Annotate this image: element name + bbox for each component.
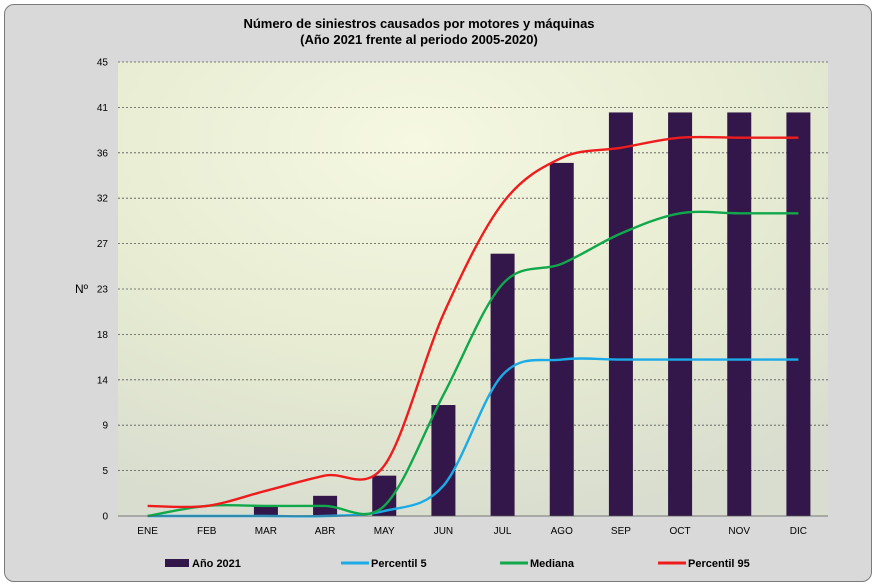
legend-swatch (165, 559, 189, 567)
chart-title-line-2: (Año 2021 frente al periodo 2005-2020) (300, 32, 538, 47)
y-tick-label: 36 (97, 148, 109, 159)
x-tick-label: FEB (197, 526, 217, 537)
legend-label: Año 2021 (192, 558, 241, 570)
series-line (147, 135, 799, 509)
legend-label: Percentil 95 (688, 558, 750, 570)
bar (608, 112, 633, 516)
x-tick-label: ENE (137, 526, 158, 537)
bar-series (253, 112, 811, 516)
y-axis-label: Nº (75, 282, 89, 296)
series-line (147, 210, 799, 518)
x-tick-label: ABR (315, 526, 336, 537)
plot-area (118, 62, 828, 516)
legend-label: Mediana (530, 558, 575, 570)
x-tick-label: NOV (728, 526, 750, 537)
y-tick-label: 9 (102, 421, 108, 432)
bar (431, 405, 456, 516)
x-tick-label: SEP (611, 526, 631, 537)
x-tick-label: MAR (255, 526, 277, 537)
x-tick-label: JUN (434, 526, 453, 537)
bar (668, 112, 693, 516)
y-tick-label: 0 (102, 512, 108, 523)
axes: 0 5 9 14 18 23 27 32 36 41 45 Nº ENE FEB MAR ABR MAY JUN J… (75, 58, 828, 537)
legend: Año 2021 Percentil 5 Mediana Percentil 95 (165, 558, 750, 570)
y-tick-label: 18 (97, 330, 109, 341)
y-tick-label: 41 (97, 103, 109, 114)
x-tick-label: DIC (790, 526, 807, 537)
x-tick-label: AGO (551, 526, 573, 537)
y-tick-label: 23 (97, 285, 109, 296)
bar (786, 112, 811, 516)
bar (549, 162, 574, 516)
y-tick-label: 14 (97, 375, 109, 386)
y-tick-label: 5 (102, 466, 108, 477)
x-tick-label: JUL (494, 526, 512, 537)
x-tick-label: MAY (374, 526, 395, 537)
x-tick-label: OCT (670, 526, 691, 537)
bar (727, 112, 752, 516)
y-tick-label: 45 (97, 58, 109, 69)
chart-title-line-1: Número de siniestros causados por motore… (243, 16, 594, 31)
y-tick-label: 27 (97, 239, 109, 250)
chart: Número de siniestros causados por motore… (75, 16, 828, 570)
bar (253, 505, 278, 516)
legend-label: Percentil 5 (371, 558, 427, 570)
chart-title: Número de siniestros causados por motore… (243, 16, 594, 47)
y-tick-label: 32 (97, 194, 109, 205)
chart-frame: Número de siniestros causados por motore… (4, 4, 872, 582)
